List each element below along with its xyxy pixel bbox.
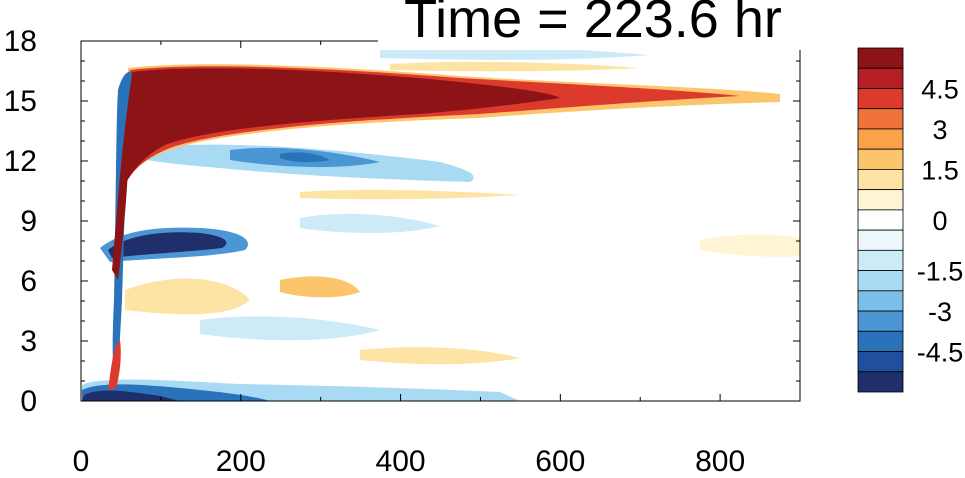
weak-positive-patch-top bbox=[390, 61, 640, 72]
y-tick-label: 9 bbox=[20, 205, 37, 238]
y-tick-label: 18 bbox=[4, 25, 37, 58]
left-positive-column bbox=[108, 340, 121, 390]
colorbar-swatch bbox=[857, 47, 904, 69]
x-tick-label: 600 bbox=[535, 445, 585, 473]
weak-positive-patch-low bbox=[125, 278, 250, 315]
colorbar-swatch bbox=[857, 209, 904, 231]
surface-negative-core2 bbox=[82, 390, 180, 401]
heatmap-field bbox=[82, 45, 800, 401]
y-ticks: 0 3 6 9 12 15 18 bbox=[4, 25, 800, 418]
colorbar-swatch bbox=[857, 290, 904, 312]
colorbar-swatch bbox=[857, 67, 904, 89]
colorbar-swatch bbox=[857, 128, 904, 150]
colorbar-label: 4.5 bbox=[921, 74, 959, 104]
weak-negative-patch-low bbox=[200, 316, 380, 341]
colorbar-label: -1.5 bbox=[917, 257, 964, 287]
colorbar-swatch bbox=[857, 108, 904, 130]
strong-negative-core bbox=[108, 232, 227, 258]
colorbar-swatch bbox=[857, 371, 904, 393]
x-tick-label: 200 bbox=[216, 445, 266, 473]
colorbar-label: -3 bbox=[928, 297, 952, 327]
colorbar-label: 3 bbox=[932, 115, 947, 145]
left-positive-column-upper bbox=[112, 75, 132, 280]
weak-positive-patch-bottom bbox=[360, 347, 520, 365]
weak-positive-patch-low2 bbox=[280, 276, 360, 298]
y-tick-label: 0 bbox=[20, 385, 37, 418]
chart-title: Time = 223.6 hr bbox=[378, 0, 808, 50]
x-tick-label: 800 bbox=[695, 445, 745, 473]
colorbar-swatch bbox=[857, 169, 904, 191]
colorbar-label: -4.5 bbox=[917, 338, 964, 368]
weak-positive-patch-right bbox=[700, 234, 800, 257]
colorbar-swatch bbox=[857, 229, 904, 251]
colorbar-swatch bbox=[857, 249, 904, 271]
colorbar-swatch bbox=[857, 148, 904, 170]
colorbar-label: 1.5 bbox=[921, 155, 959, 185]
colorbar-swatch bbox=[857, 88, 904, 110]
colorbar: 4.5 3 1.5 0 -1.5 -3 -4.5 bbox=[857, 47, 964, 393]
colorbar-swatch bbox=[857, 189, 904, 211]
y-tick-label: 15 bbox=[4, 85, 37, 118]
negative-band-core2 bbox=[280, 152, 330, 163]
colorbar-swatch bbox=[857, 270, 904, 292]
colorbar-swatch bbox=[857, 310, 904, 332]
y-tick-label: 12 bbox=[4, 145, 37, 178]
positive-band-core bbox=[122, 68, 560, 190]
y-tick-label: 6 bbox=[20, 265, 37, 298]
colorbar-label: 0 bbox=[932, 206, 947, 236]
x-tick-label: 400 bbox=[376, 445, 426, 473]
weak-positive-patch-mid bbox=[300, 189, 520, 200]
x-tick-label: 0 bbox=[73, 445, 90, 473]
colorbar-swatch bbox=[857, 351, 904, 373]
colorbar-swatch bbox=[857, 330, 904, 352]
weak-negative-patch-mid bbox=[300, 213, 440, 233]
y-tick-label: 3 bbox=[20, 325, 37, 358]
